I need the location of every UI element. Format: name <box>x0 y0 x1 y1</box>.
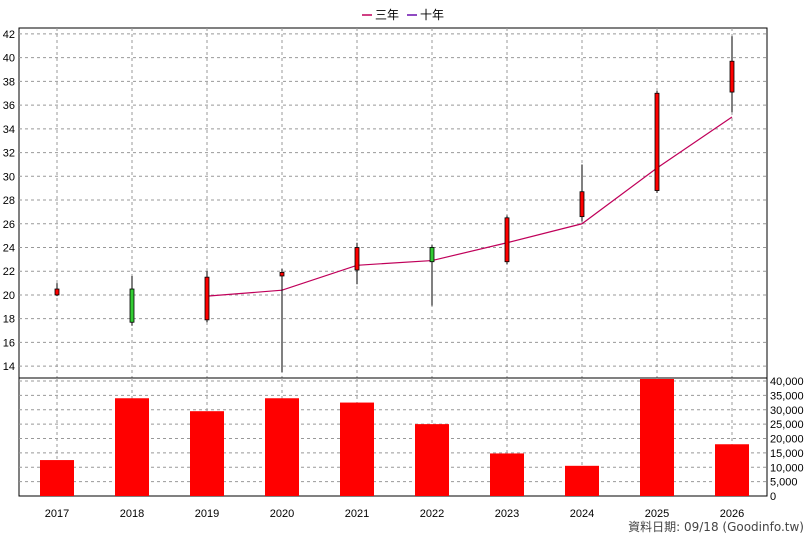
candle-2019 <box>204 271 210 323</box>
candle-body <box>579 191 585 218</box>
candle-body <box>654 92 660 191</box>
data-date-footer: 資料日期: 09/18 (Goodinfo.tw) <box>628 520 804 534</box>
ma-line-三年 <box>206 116 733 297</box>
price-panel-frame <box>18 27 768 379</box>
volume-bar-2017 <box>40 460 74 496</box>
volume-y-tick-label: 5,000 <box>770 477 798 489</box>
price-y-tick-label: 26 <box>3 219 15 231</box>
volume-bar-2022 <box>415 424 449 496</box>
candle-2018 <box>129 275 135 326</box>
price-panel: 14 16 18 20 22 24 26 28 30 32 34 36 38 40 42 <box>3 27 768 379</box>
volume-bar-2020 <box>265 398 299 496</box>
x-tick-label: 2018 <box>120 508 144 520</box>
candle-body <box>279 272 285 277</box>
volume-bar-2025 <box>640 379 674 496</box>
volume-bar-2026 <box>715 444 749 496</box>
candle-body <box>354 247 360 271</box>
volume-y-tick-label: 40,000 <box>770 376 804 388</box>
price-y-tick-label: 14 <box>3 361 15 373</box>
x-tick-label: 2019 <box>195 508 219 520</box>
price-y-tick-label: 22 <box>3 266 15 278</box>
volume-y-tick-label: 15,000 <box>770 448 804 460</box>
price-y-tick-label: 20 <box>3 290 15 302</box>
candle-2017 <box>54 283 60 297</box>
x-tick-label: 2020 <box>270 508 294 520</box>
candle-2024 <box>579 164 585 222</box>
price-y-tick-label: 42 <box>3 29 15 41</box>
candle-2023 <box>504 215 510 265</box>
x-tick-label: 2024 <box>570 508 594 520</box>
x-tick-label: 2023 <box>495 508 519 520</box>
price-y-tick-label: 38 <box>3 76 15 88</box>
x-tick-label: 2025 <box>645 508 669 520</box>
volume-y-tick-label: 35,000 <box>770 390 804 402</box>
price-y-tick-label: 34 <box>3 124 15 136</box>
price-y-tick-label: 18 <box>3 314 15 326</box>
volume-y-tick-label: 25,000 <box>770 419 804 431</box>
price-y-ticks: 14 16 18 20 22 24 26 28 30 32 34 36 38 40 42 <box>3 29 15 373</box>
volume-y-tick-label: 10,000 <box>770 462 804 474</box>
price-y-tick-label: 16 <box>3 337 15 349</box>
volume-bar-2018 <box>115 398 149 496</box>
volume-y-tick-label: 30,000 <box>770 405 804 417</box>
price-y-tick-label: 32 <box>3 148 15 160</box>
candle-body <box>129 288 135 323</box>
volume-y-ticks: 0 5,000 10,000 15,000 20,000 25,000 30,000 35,0… <box>770 376 804 503</box>
price-y-tick-label: 24 <box>3 242 15 254</box>
volume-bar-2024 <box>565 465 599 496</box>
legend: 三年 十年 <box>362 8 444 22</box>
candle-body <box>54 288 60 296</box>
candle-2020 <box>279 268 285 373</box>
volume-bar-2023 <box>490 453 524 496</box>
candle-2025 <box>654 90 660 193</box>
volume-bars <box>40 379 749 496</box>
price-y-tick-label: 28 <box>3 195 15 207</box>
moving-average-lines <box>206 116 733 297</box>
candle-2026 <box>729 36 735 113</box>
candle-body <box>204 276 210 321</box>
legend-label-ten-year: 十年 <box>420 8 444 22</box>
volume-bar-2019 <box>190 411 224 496</box>
candlesticks <box>54 36 735 373</box>
volume-bar-2021 <box>340 402 374 496</box>
price-y-tick-label: 36 <box>3 100 15 112</box>
candle-2022 <box>429 245 435 306</box>
price-y-tick-label: 40 <box>3 53 15 65</box>
volume-panel: 0 5,000 10,000 15,000 20,000 25,000 30,000 35,0… <box>18 376 804 503</box>
x-tick-label: 2017 <box>45 508 69 520</box>
candle-body <box>729 60 735 93</box>
candle-body <box>504 217 510 263</box>
volume-y-tick-label: 0 <box>770 491 776 503</box>
candle-2021 <box>354 242 360 285</box>
price-grid <box>19 28 767 378</box>
legend-label-three-year: 三年 <box>375 8 399 22</box>
price-y-tick-label: 30 <box>3 171 15 183</box>
x-tick-label: 2022 <box>420 508 444 520</box>
volume-y-tick-label: 20,000 <box>770 434 804 446</box>
x-tick-label: 2021 <box>345 508 369 520</box>
x-tick-label: 2026 <box>720 508 744 520</box>
x-axis-ticks: 2017 2018 2019 2020 2021 2022 2023 2024 2025 2026 <box>45 508 744 520</box>
candle-body <box>429 247 435 263</box>
